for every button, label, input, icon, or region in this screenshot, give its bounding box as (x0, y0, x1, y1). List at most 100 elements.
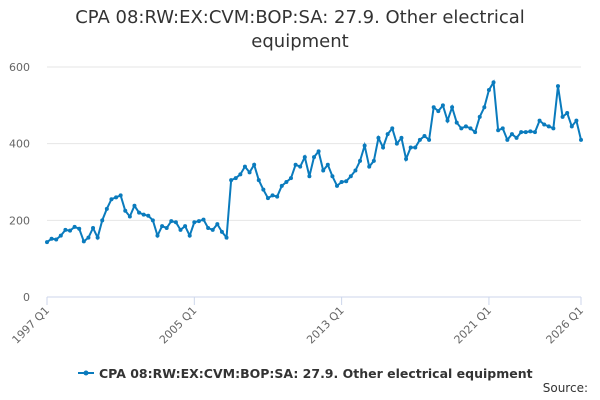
data-point (155, 233, 160, 238)
data-point (381, 145, 386, 150)
data-point (422, 134, 427, 138)
data-point (54, 237, 59, 242)
data-point (565, 111, 570, 115)
data-point (196, 219, 201, 224)
data-point (477, 114, 482, 119)
data-point (459, 126, 464, 131)
data-point (325, 162, 330, 167)
data-point (579, 137, 583, 142)
data-point (371, 158, 376, 163)
data-point (528, 129, 533, 134)
data-point (390, 126, 395, 131)
data-point (252, 162, 257, 167)
data-point (288, 176, 293, 181)
data-point (307, 174, 312, 179)
data-point (302, 155, 307, 160)
data-point (450, 105, 455, 110)
data-point (100, 218, 105, 223)
data-point (219, 229, 224, 234)
data-point (256, 178, 261, 183)
data-point (353, 168, 358, 173)
data-point (146, 213, 151, 218)
data-point (293, 162, 298, 167)
data-point (523, 130, 528, 135)
data-point (546, 124, 551, 129)
data-point (169, 219, 174, 224)
data-point (77, 226, 82, 231)
data-point (114, 195, 119, 200)
data-point (238, 172, 243, 177)
data-point (408, 145, 413, 150)
data-point (431, 105, 436, 110)
data-point (358, 158, 363, 163)
data-point (215, 222, 220, 227)
source: Source: (543, 381, 588, 395)
chart-title: CPA 08:RW:EX:CVM:BOP:SA: 27.9. Other ele… (75, 7, 525, 52)
data-point (68, 228, 73, 233)
data-point (137, 210, 142, 215)
data-point (224, 235, 229, 240)
x-tick-label: 2026 Q1 (544, 304, 587, 347)
data-point (178, 227, 183, 232)
y-tick-label: 200 (9, 214, 30, 227)
data-point (348, 174, 353, 179)
x-tick-label: 2013 Q1 (304, 304, 347, 347)
data-point (192, 220, 197, 225)
data-point (233, 176, 238, 181)
data-point (436, 109, 441, 114)
legend-label: CPA 08:RW:EX:CVM:BOP:SA: 27.9. Other ele… (99, 366, 533, 381)
data-point (514, 135, 519, 140)
data-point (574, 118, 579, 123)
data-point (555, 84, 560, 89)
data-point (187, 233, 192, 238)
data-point (279, 183, 284, 188)
data-point (229, 178, 234, 183)
data-point (404, 157, 409, 161)
data-point (173, 220, 178, 225)
data-point (206, 226, 211, 230)
data-point (63, 227, 68, 232)
data-point (440, 103, 445, 108)
data-point (81, 239, 86, 244)
data-point (344, 179, 349, 184)
data-point (127, 214, 132, 219)
data-point (542, 122, 547, 127)
data-point (367, 164, 372, 169)
data-point (104, 206, 109, 211)
data-point (49, 236, 54, 241)
data-point (417, 137, 422, 142)
data-point (519, 130, 524, 135)
data-point (394, 141, 399, 146)
data-point (150, 218, 155, 223)
data-point (118, 193, 123, 198)
data-point (321, 168, 326, 173)
data-point (491, 80, 496, 85)
data-point (532, 130, 537, 135)
data-point (132, 203, 137, 208)
data-point (569, 124, 574, 129)
data-point (385, 132, 390, 137)
data-point (454, 120, 459, 125)
data-point (413, 145, 418, 150)
legend-marker (83, 370, 89, 376)
data-point (463, 124, 468, 129)
data-point (265, 196, 270, 201)
data-point (482, 105, 487, 110)
data-point (242, 164, 247, 169)
data-point (468, 126, 473, 131)
y-tick-label: 600 (9, 61, 30, 74)
data-point (270, 193, 275, 198)
data-point (45, 240, 49, 245)
data-point (183, 224, 188, 229)
data-point (58, 233, 63, 238)
data-point (500, 126, 505, 131)
y-tick-label: 400 (9, 138, 30, 151)
data-point (560, 114, 565, 119)
data-point (551, 126, 556, 131)
data-point (210, 227, 215, 232)
data-point (160, 224, 165, 229)
data-point (330, 174, 335, 179)
data-point (445, 118, 450, 123)
